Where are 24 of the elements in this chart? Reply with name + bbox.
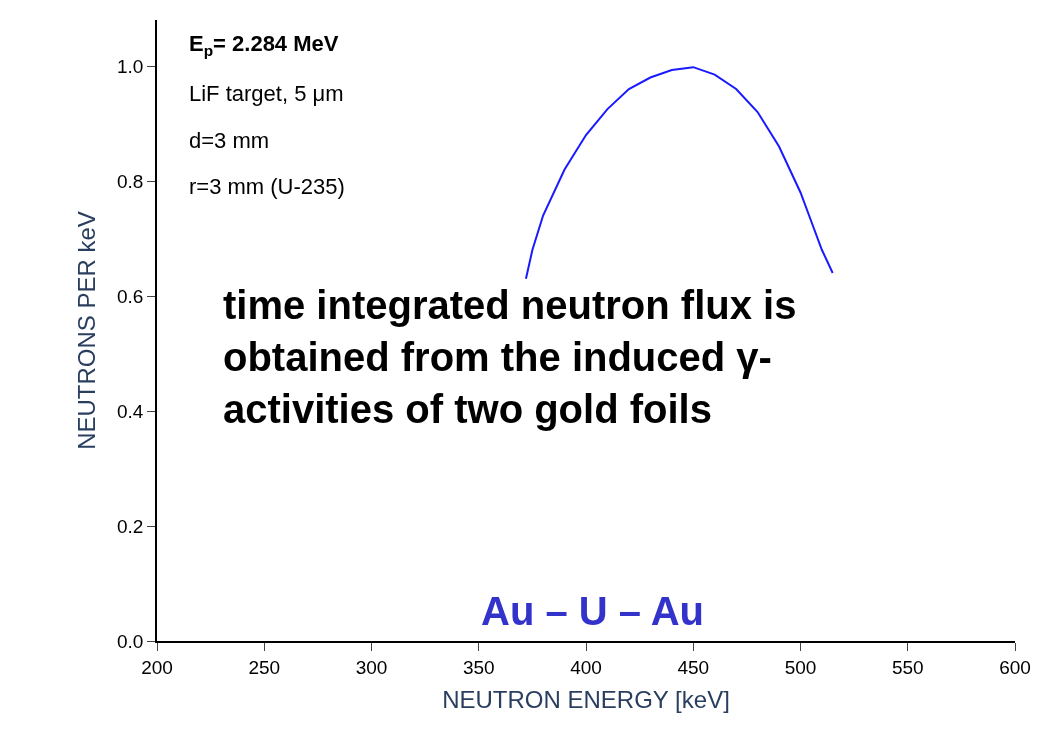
x-axis-title: NEUTRON ENERGY [keV]	[442, 686, 730, 714]
y-tick-label: 0.4	[117, 400, 144, 422]
x-tick-label: 200	[141, 656, 173, 678]
x-tick-label: 450	[677, 656, 710, 678]
y-axis-title: NEUTRONS PER keV	[72, 211, 100, 450]
annotation: d=3 mm	[189, 128, 270, 153]
x-tick-label: 550	[891, 656, 924, 678]
x-tick-label: 600	[999, 656, 1031, 678]
x-tick-label: 300	[355, 656, 388, 678]
annotation: r=3 mm (U-235)	[189, 174, 345, 199]
x-tick-label: 500	[784, 656, 817, 678]
annotation: time integrated neutron flux is obtained from the induced γ- activities of two gold foils	[223, 283, 797, 431]
annotation: E$_{p}$= 2.284 MeV	[189, 31, 339, 59]
y-tick-label: 0.0	[117, 630, 144, 652]
x-tick-label: 350	[462, 656, 495, 678]
line-series	[524, 66, 834, 280]
y-tick-label: 0.8	[117, 170, 144, 192]
annotation: Au – U – Au	[481, 589, 704, 633]
y-tick-label: 0.6	[117, 285, 144, 307]
x-tick-label: 400	[570, 656, 602, 678]
y-tick-label: 0.2	[117, 515, 144, 537]
x-tick-label: 250	[248, 656, 281, 678]
annotation: LiF target, 5 μm	[189, 81, 344, 106]
y-tick-label: 1.0	[117, 55, 144, 77]
